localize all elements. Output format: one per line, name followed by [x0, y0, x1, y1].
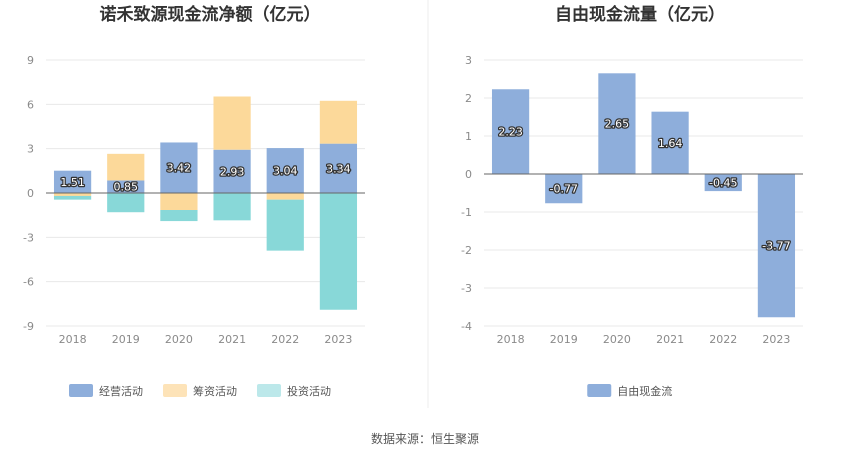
- bar: [213, 193, 251, 221]
- y-tick-label: 6: [27, 98, 34, 111]
- y-tick-label: -2: [461, 244, 472, 257]
- x-tick-label: 2020: [603, 333, 631, 346]
- legend-swatch: [587, 384, 612, 397]
- y-tick-label: -3: [23, 231, 34, 244]
- bar: [107, 153, 145, 181]
- bar: [160, 142, 198, 193]
- y-tick-label: -6: [23, 276, 34, 289]
- x-tick-label: 2020: [165, 333, 193, 346]
- legend-label: 筹资活动: [193, 384, 237, 398]
- legend-swatch: [257, 384, 281, 397]
- bar: [319, 143, 358, 193]
- y-tick-label: -1: [461, 206, 472, 219]
- bar: [107, 180, 145, 193]
- bar: [651, 111, 689, 174]
- bar: [160, 193, 198, 210]
- data-label: 2.93: [220, 165, 245, 178]
- data-label: -0.77: [550, 183, 578, 196]
- cash-flow-chart: 诺禾致源现金流净额（亿元） 9 6 3 0 -3 -6 -9 2018 2019 2020 2021 2…: [23, 4, 365, 398]
- data-label: 1.64: [658, 137, 683, 150]
- y-tick-label: -4: [461, 320, 472, 333]
- x-tick-label: 2019: [112, 333, 140, 346]
- bar: [53, 193, 92, 196]
- x-tick-label: 2022: [709, 333, 737, 346]
- y-tick-label: 2: [465, 92, 472, 105]
- data-label: -3.77: [762, 240, 790, 253]
- y-tick-label: 3: [27, 143, 34, 156]
- data-label: 3.42: [167, 162, 192, 175]
- bar: [319, 100, 358, 144]
- data-label: -0.45: [709, 177, 737, 190]
- y-tick-label: 9: [27, 54, 34, 67]
- data-label: 2.65: [605, 118, 630, 131]
- bar: [598, 73, 636, 174]
- legend-swatch: [69, 384, 93, 397]
- data-label: 3.34: [326, 162, 351, 175]
- legend-label: 经营活动: [99, 384, 143, 398]
- x-tick-label: 2022: [271, 333, 299, 346]
- y-tick-label: 1: [465, 130, 472, 143]
- x-tick-label: 2018: [59, 333, 87, 346]
- data-label: 0.85: [114, 181, 139, 194]
- legend-label: 投资活动: [287, 384, 331, 398]
- bar: [491, 89, 530, 174]
- bar: [266, 193, 304, 200]
- bar: [319, 193, 358, 310]
- chart-title: 自由现金流量（亿元）: [555, 4, 725, 25]
- legend-label: 自由现金流: [617, 384, 672, 398]
- bar: [53, 170, 92, 193]
- bar: [757, 174, 796, 318]
- x-tick-label: 2018: [497, 333, 525, 346]
- y-tick-label: 0: [465, 168, 472, 181]
- x-tick-label: 2021: [656, 333, 684, 346]
- bar: [704, 174, 742, 192]
- free-cash-flow-chart: 自由现金流量（亿元） 3 2 1 0 -1 -2 -3 -4 2018 2019 2020 2021 20…: [461, 4, 803, 398]
- bar: [545, 174, 583, 204]
- bar: [160, 209, 198, 222]
- x-tick-label: 2023: [762, 333, 790, 346]
- chart-title: 诺禾致源现金流净额（亿元）: [100, 4, 321, 25]
- y-tick-label: 3: [465, 54, 472, 67]
- bar: [266, 148, 304, 193]
- bar: [213, 149, 251, 193]
- data-label: 2.23: [498, 126, 523, 139]
- x-tick-label: 2023: [324, 333, 352, 346]
- bar: [107, 193, 145, 213]
- source-note: 数据来源：恒生聚源: [371, 431, 479, 446]
- y-tick-label: -9: [23, 320, 34, 333]
- y-tick-label: -3: [461, 282, 472, 295]
- data-label: 1.51: [60, 176, 85, 189]
- y-tick-label: 0: [27, 187, 34, 200]
- x-tick-label: 2021: [218, 333, 246, 346]
- legend-swatch: [163, 384, 187, 397]
- bar: [53, 195, 92, 200]
- bar: [266, 199, 304, 251]
- data-label: 3.04: [273, 165, 298, 178]
- x-tick-label: 2019: [550, 333, 578, 346]
- bar: [213, 96, 251, 150]
